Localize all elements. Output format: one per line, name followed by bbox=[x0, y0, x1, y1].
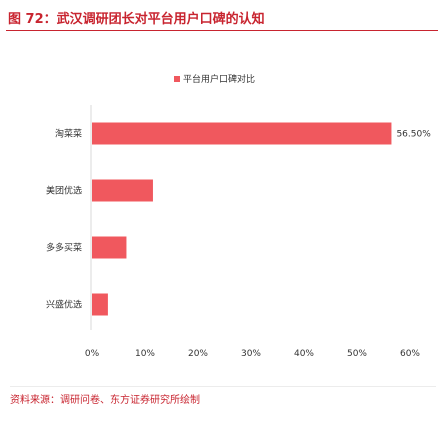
data-label: 56.50% bbox=[396, 130, 431, 140]
x-tick-label: 20% bbox=[188, 349, 208, 359]
x-tick-label: 10% bbox=[135, 349, 155, 359]
bar-1 bbox=[92, 179, 153, 202]
category-label: 淘菜菜 bbox=[55, 128, 82, 140]
x-tick-label: 0% bbox=[85, 349, 100, 359]
category-label: 多多买菜 bbox=[46, 242, 82, 254]
category-label: 兴盛优选 bbox=[46, 299, 82, 311]
x-tick-label: 50% bbox=[347, 349, 367, 359]
bars-group bbox=[92, 122, 392, 316]
x-tick-labels: 0% 10% 20% 30% 40% 50% 60% bbox=[85, 349, 421, 359]
bar-2 bbox=[92, 236, 127, 259]
legend-swatch bbox=[174, 76, 180, 82]
x-tick-label: 60% bbox=[400, 349, 420, 359]
data-labels: 56.50% bbox=[396, 130, 431, 140]
x-tick-label: 40% bbox=[294, 349, 314, 359]
category-label: 美团优选 bbox=[46, 185, 82, 197]
title-bar: 图 72：武汉调研团长对平台用户口碑的认知 bbox=[6, 6, 438, 31]
x-tick-label: 30% bbox=[241, 349, 261, 359]
bar-3 bbox=[92, 293, 108, 316]
legend-label: 平台用户口碑对比 bbox=[183, 73, 255, 85]
bar-0 bbox=[92, 122, 392, 145]
figure-title: 图 72：武汉调研团长对平台用户口碑的认知 bbox=[8, 12, 265, 27]
legend: 平台用户口碑对比 bbox=[174, 73, 255, 85]
source-note: 资料来源：调研问卷、东方证券研究所绘制 bbox=[10, 386, 436, 406]
